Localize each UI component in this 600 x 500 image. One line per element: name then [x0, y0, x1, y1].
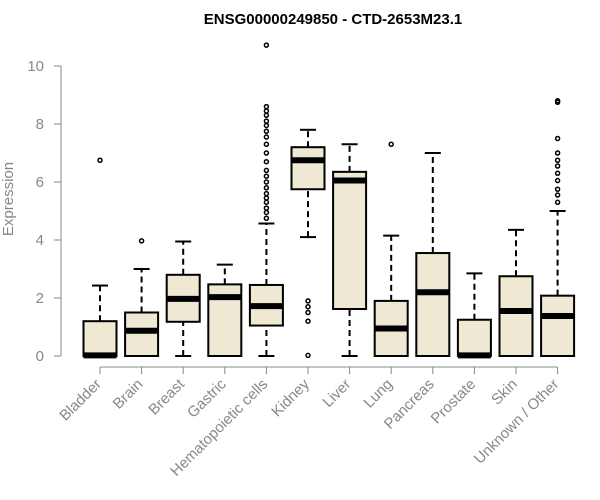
- box-rect: [82, 320, 118, 358]
- outlier-point: [388, 141, 394, 148]
- box-pancreas: [415, 152, 451, 357]
- box-rect: [290, 146, 326, 191]
- box-brain: [124, 238, 160, 357]
- box-rect: [540, 294, 576, 357]
- outlier-point: [263, 209, 270, 216]
- x-tick-label: Prostate: [428, 376, 480, 428]
- box-rect: [415, 252, 451, 357]
- x-tick-label: Bladder: [56, 376, 105, 425]
- outlier-point: [554, 170, 561, 177]
- y-axis: 0 2 4 6 8 10: [27, 58, 62, 365]
- box-bladder: [82, 157, 118, 359]
- box-lung: [373, 141, 409, 357]
- outlier-point: [263, 199, 270, 206]
- y-tick-label: 0: [36, 348, 44, 365]
- outlier-point: [263, 179, 270, 185]
- outlier-point: [263, 103, 270, 110]
- outlier-point: [263, 122, 270, 129]
- outlier-point: [554, 98, 561, 104]
- box-hematopoietic-cells: [248, 42, 284, 357]
- box-rect: [498, 275, 534, 357]
- outlier-point: [554, 157, 561, 163]
- outlier-point: [263, 42, 270, 48]
- x-tick-label: Skin: [488, 376, 521, 409]
- outlier-point: [263, 167, 270, 174]
- box-gastric: [207, 263, 243, 357]
- boxes: [82, 42, 576, 359]
- x-tick-label: Breast: [145, 375, 188, 418]
- x-tick-label: Lung: [360, 376, 396, 412]
- y-tick-label: 4: [36, 232, 44, 249]
- box-liver: [332, 143, 368, 357]
- outlier-point: [263, 195, 270, 201]
- x-tick-label: Liver: [319, 376, 354, 411]
- box-breast: [165, 240, 201, 357]
- outlier-point: [554, 199, 561, 206]
- outlier-point: [263, 215, 270, 221]
- outlier-point: [263, 108, 270, 114]
- chart-title: ENSG00000249850 - CTD-2653M23.1: [204, 11, 463, 28]
- box-unknown-other: [540, 98, 576, 357]
- outlier-point: [263, 150, 270, 156]
- box-skin: [498, 228, 534, 357]
- outlier-point: [554, 177, 561, 184]
- box-rect: [332, 170, 368, 311]
- outlier-point: [263, 128, 270, 134]
- box-kidney: [290, 128, 326, 359]
- outlier-point: [263, 112, 270, 119]
- outlier-point: [554, 150, 561, 156]
- outlier-point: [263, 141, 270, 148]
- outlier-point: [263, 190, 270, 197]
- outlier-point: [305, 318, 311, 324]
- outlier-point: [263, 134, 270, 140]
- outlier-point: [138, 238, 145, 244]
- outlier-point: [263, 118, 270, 124]
- outlier-point: [97, 157, 103, 163]
- outlier-point: [305, 298, 311, 304]
- outlier-point: [263, 173, 270, 179]
- y-tick-label: 2: [36, 290, 44, 307]
- outlier-point: [263, 158, 270, 165]
- outlier-point: [554, 163, 561, 169]
- y-tick-label: 6: [36, 174, 44, 191]
- outlier-point: [554, 192, 561, 198]
- box-prostate: [456, 272, 492, 359]
- outlier-point: [305, 309, 311, 316]
- outlier-point: [554, 186, 561, 192]
- x-tick-label: Kidney: [268, 375, 313, 420]
- box-rect: [124, 311, 160, 357]
- box-rect: [456, 318, 492, 357]
- outlier-point: [305, 303, 311, 310]
- outlier-point: [263, 205, 270, 211]
- outlier-point: [263, 185, 270, 191]
- y-tick-label: 8: [36, 116, 44, 133]
- y-axis-label: Expression: [0, 162, 17, 236]
- outlier-point: [554, 135, 561, 142]
- x-tick-label: Brain: [110, 376, 147, 413]
- y-tick-label: 10: [27, 58, 44, 75]
- outlier-point: [305, 352, 311, 359]
